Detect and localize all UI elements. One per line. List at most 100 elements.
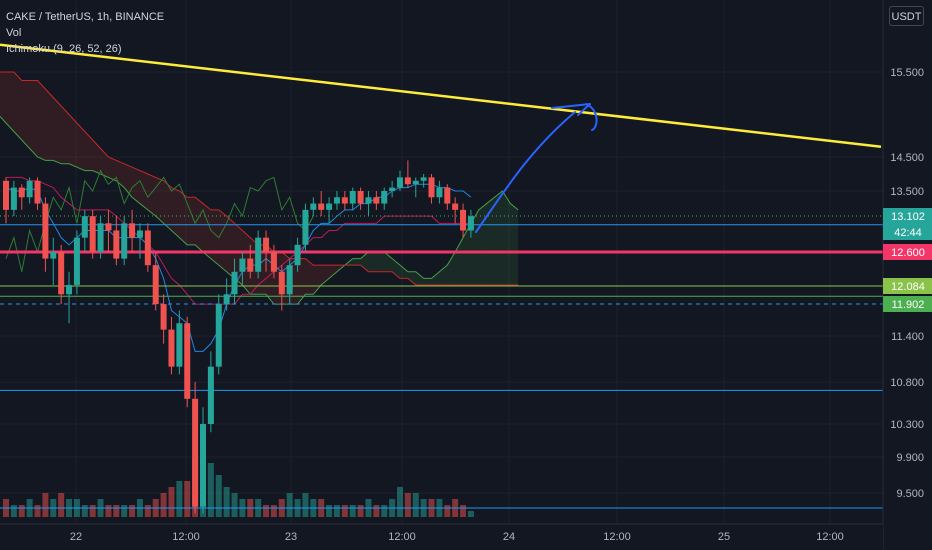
candle-body[interactable] [349, 191, 356, 204]
candle-body[interactable] [50, 252, 57, 259]
ichimoku-indicator-label[interactable]: Ichimoku (9, 26, 52, 26) [6, 43, 122, 55]
candle-body[interactable] [207, 366, 214, 424]
ichimoku-cloud-segment [179, 191, 188, 245]
candle-body[interactable] [231, 271, 238, 295]
projection-arrow-drawing[interactable] [475, 103, 598, 233]
candle-body[interactable] [10, 187, 17, 210]
candle-body[interactable] [176, 323, 183, 367]
candle-body[interactable] [26, 180, 33, 198]
candle-body[interactable] [152, 265, 159, 305]
candle-body[interactable] [412, 180, 419, 185]
candle-body[interactable] [263, 237, 270, 252]
ichimoku-cloud-segment [132, 167, 140, 204]
price-axis-tick-label: 14.500 [890, 152, 924, 164]
candle-body[interactable] [200, 424, 206, 507]
candle-body[interactable] [286, 265, 293, 295]
ichimoku-cloud-segment [69, 114, 77, 168]
candle-body[interactable] [58, 252, 65, 295]
volume-bar [113, 505, 120, 517]
price-tag-label: 13.102 [891, 211, 925, 223]
volume-bar [404, 493, 411, 517]
candle-body[interactable] [136, 230, 143, 238]
volume-bar [349, 505, 356, 517]
candle-body[interactable] [404, 177, 411, 185]
volume-bar [81, 505, 88, 517]
candle-body[interactable] [302, 209, 309, 245]
candle-body[interactable] [168, 329, 175, 367]
candle-body[interactable] [428, 177, 435, 198]
candle-body[interactable] [255, 237, 262, 272]
candle-body[interactable] [444, 187, 451, 204]
ichimoku-cloud-segment [116, 160, 125, 188]
candle-body[interactable] [310, 203, 317, 210]
ichimoku-cloud-segment [400, 265, 408, 279]
candle-body[interactable] [192, 398, 199, 507]
candle-body[interactable] [215, 304, 222, 367]
candle-body[interactable] [365, 197, 372, 204]
volume-bar [373, 505, 380, 517]
ichimoku-cloud-segment [297, 258, 306, 305]
candle-body[interactable] [460, 209, 467, 231]
volume-bar [412, 493, 419, 517]
candle-body[interactable] [121, 223, 128, 259]
candle-body[interactable] [184, 323, 191, 399]
ichimoku-cloud-segment [352, 258, 361, 266]
ichimoku-cloud-segment [305, 258, 314, 295]
symbol-title[interactable]: CAKE / TetherUS, 1h, BINANCE [6, 11, 165, 23]
candle-body[interactable] [66, 284, 73, 295]
candle-body[interactable] [278, 271, 285, 295]
volume-bar [184, 481, 191, 517]
trendline[interactable] [0, 43, 882, 149]
candle-body[interactable] [397, 177, 403, 188]
candle-body[interactable] [129, 223, 136, 238]
candle-body[interactable] [105, 223, 112, 231]
candle-body[interactable] [373, 197, 380, 204]
ichimoku-cloud-segment [486, 197, 495, 285]
ichimoku-cloud-segment [0, 72, 6, 123]
candle-body[interactable] [318, 203, 325, 210]
price-tag[interactable] [883, 208, 932, 240]
candle-body[interactable] [160, 304, 167, 330]
candle-body[interactable] [247, 258, 254, 272]
candle-body[interactable] [144, 230, 151, 266]
candle-body[interactable] [3, 180, 9, 210]
candle-body[interactable] [42, 203, 49, 259]
candle-body[interactable] [81, 216, 88, 238]
candle-body[interactable] [436, 187, 443, 198]
candle-body[interactable] [381, 191, 388, 204]
candle-body[interactable] [357, 191, 364, 204]
candle-body[interactable] [239, 258, 246, 272]
candle-body[interactable] [452, 203, 459, 210]
candle-body[interactable] [270, 252, 277, 272]
ichimoku-cloud-segment [494, 191, 503, 285]
ichimoku-cloud-segment [37, 80, 46, 161]
ichimoku-cloud-segment [242, 230, 251, 295]
volume-indicator-label[interactable]: Vol [6, 27, 22, 39]
candle-body[interactable] [333, 197, 340, 204]
candle-body[interactable] [97, 223, 104, 252]
price-tag[interactable] [883, 278, 932, 294]
candle-body[interactable] [467, 216, 474, 231]
candle-body[interactable] [326, 203, 333, 210]
candle-body[interactable] [34, 180, 41, 204]
candle-body[interactable] [113, 230, 120, 259]
currency-badge[interactable]: USDT [889, 6, 924, 26]
candle-body[interactable] [389, 187, 396, 191]
ichimoku-lagging-span [5, 169, 314, 272]
candle-body[interactable] [223, 294, 230, 305]
candle-body[interactable] [73, 237, 80, 285]
candle-body[interactable] [294, 244, 301, 266]
price-tag[interactable] [883, 244, 932, 260]
time-axis-tick-label: 22 [70, 531, 82, 543]
candle-body[interactable] [420, 177, 427, 181]
candle-body[interactable] [18, 187, 25, 198]
time-axis-tick-label: 25 [718, 531, 730, 543]
candle-body[interactable] [341, 197, 348, 204]
price-tag-countdown: 42:44 [894, 227, 922, 239]
volume-bar [326, 505, 333, 517]
volume-bar [121, 505, 128, 517]
candle-body[interactable] [89, 216, 96, 252]
price-tag[interactable] [883, 296, 932, 312]
volume-bar [89, 505, 96, 517]
